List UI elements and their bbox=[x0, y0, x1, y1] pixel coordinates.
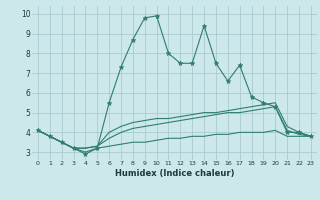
X-axis label: Humidex (Indice chaleur): Humidex (Indice chaleur) bbox=[115, 169, 234, 178]
